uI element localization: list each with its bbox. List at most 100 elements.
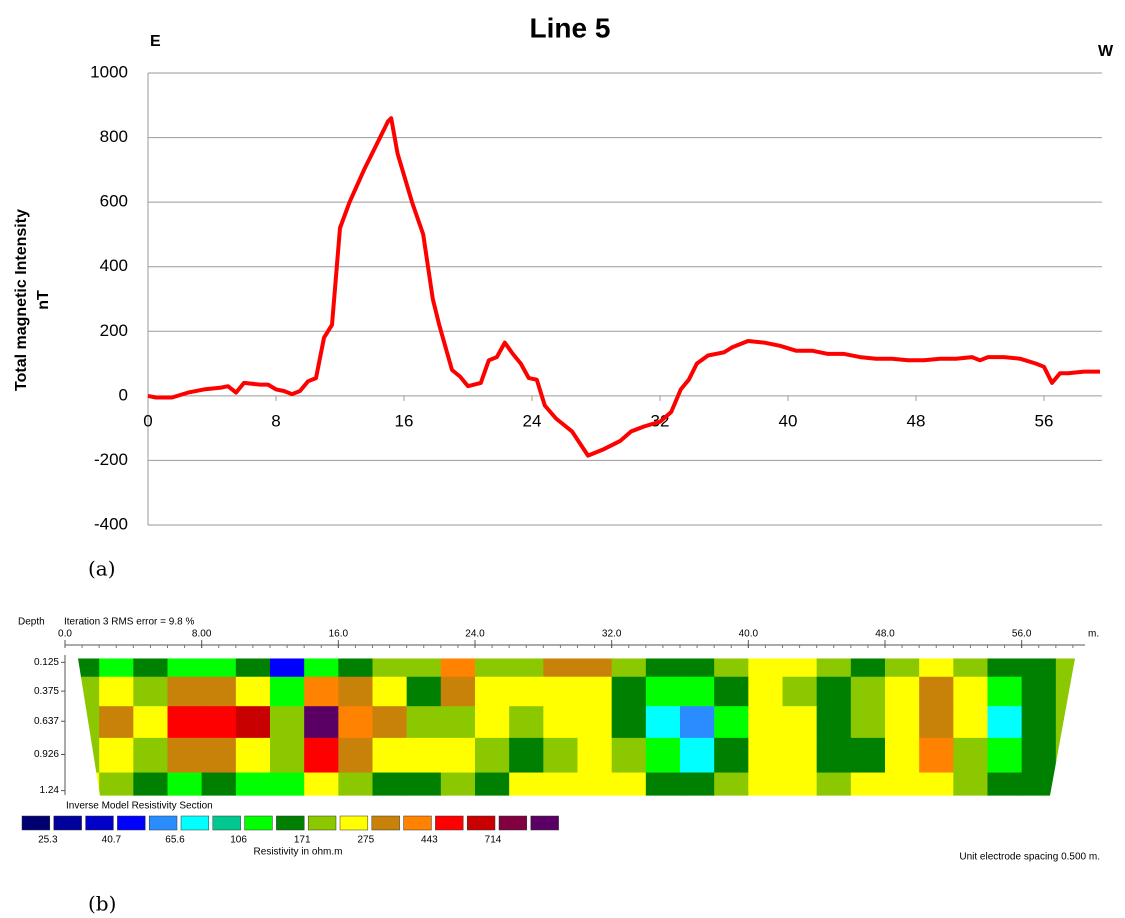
note: Unit electrode spacing 0.500 m.	[959, 852, 1100, 863]
resistivity-cell	[235, 737, 271, 774]
resistivity-cell	[99, 737, 134, 774]
y-axis-label: Total magnetic Intensity	[13, 209, 30, 391]
resistivity-cell	[201, 772, 237, 796]
resistivity-cell	[543, 772, 578, 796]
resistivity-cell	[1055, 706, 1075, 739]
resistivity-cell	[919, 706, 954, 739]
colorbar-swatch	[498, 815, 528, 831]
resistivity-cell	[167, 737, 203, 774]
colorbar-swatch	[85, 815, 114, 831]
resistivity-cell	[406, 706, 442, 739]
resistivity-cell	[99, 706, 134, 739]
resistivity-cell	[270, 658, 305, 678]
resistivity-cell	[680, 737, 715, 774]
colorbar-swatch	[339, 815, 369, 831]
colorbar-swatch	[53, 815, 82, 831]
resistivity-cell	[850, 737, 886, 774]
resistivity-cell	[953, 658, 988, 678]
colorbar-swatch	[212, 815, 241, 831]
x-tick-label: 8	[271, 411, 280, 430]
resistivity-cell	[645, 706, 681, 739]
colorbar-swatch	[530, 815, 559, 831]
y-tick-label: 0.637	[34, 716, 59, 727]
y-tick-label: 200	[100, 321, 128, 340]
resistivity-cell	[270, 676, 305, 707]
y-tick-label: 0.926	[34, 749, 59, 760]
resistivity-cell	[850, 676, 886, 707]
y-tick-label: 0	[119, 385, 128, 404]
resistivity-cell	[78, 737, 100, 774]
annotation: E	[150, 33, 161, 50]
colorbar-swatch	[276, 815, 305, 831]
y-tick-label: 1000	[90, 62, 128, 81]
resistivity-cell	[987, 772, 1023, 796]
resistivity-cell	[78, 676, 100, 707]
y-tick-label: -200	[94, 450, 128, 469]
resistivity-cell	[304, 772, 339, 796]
resistivity-cell	[201, 658, 237, 678]
resistivity-cell	[782, 706, 818, 739]
resistivity-cell	[133, 676, 168, 707]
resistivity-cell	[475, 676, 510, 707]
y-tick-label: 400	[100, 256, 128, 275]
resistivity-cell	[372, 772, 408, 796]
resistivity-cell	[748, 676, 783, 707]
resistivity-cell	[850, 658, 886, 678]
data-line	[147, 116, 1100, 458]
resistivity-cell	[611, 658, 647, 678]
resistivity-cell	[987, 706, 1023, 739]
resistivity-cell	[338, 772, 373, 796]
colorbar-tick-label: 275	[357, 835, 374, 846]
resistivity-cell	[304, 737, 339, 774]
resistivity-cell	[372, 706, 408, 739]
colorbar-tick-label: 65.6	[165, 835, 185, 846]
y-tick-label: -400	[94, 514, 128, 533]
resistivity-cell	[919, 772, 954, 796]
resistivity-cell	[543, 658, 578, 678]
y-tick-label: 0.125	[34, 657, 59, 668]
y-axis-label: nT	[35, 290, 52, 310]
panel-label: (a)	[88, 557, 116, 581]
resistivity-cell	[885, 737, 920, 774]
resistivity-cell	[680, 706, 715, 739]
colorbar-swatch	[466, 815, 496, 831]
chart-title: Line 5	[530, 12, 611, 43]
resistivity-cell	[304, 658, 339, 678]
resistivity-cell	[645, 676, 681, 707]
resistivity-cell	[440, 676, 476, 707]
resistivity-cell	[270, 737, 305, 774]
resistivity-cell	[680, 772, 715, 796]
resistivity-cell	[680, 676, 715, 707]
resistivity-cell	[475, 772, 510, 796]
resistivity-cell	[201, 676, 237, 707]
resistivity-cell	[133, 706, 168, 739]
resistivity-cell	[167, 658, 203, 678]
resistivity-cell	[133, 658, 168, 678]
resistivity-cell	[885, 676, 920, 707]
resistivity-cell	[919, 676, 954, 707]
x-tick-label: 0	[143, 411, 152, 430]
resistivity-cell	[406, 772, 442, 796]
resistivity-cell	[1021, 737, 1057, 774]
colorbar-tick-label: 106	[230, 835, 247, 846]
colorbar-swatch	[403, 815, 432, 831]
resistivity-cell	[1021, 706, 1057, 739]
colorbar-swatch	[244, 815, 273, 831]
x-tick-label: 32.0	[602, 629, 622, 640]
resistivity-cell	[406, 658, 442, 678]
resistivity-cell	[99, 676, 134, 707]
x-tick-label: 40	[779, 411, 798, 430]
resistivity-cell	[133, 737, 168, 774]
resistivity-cell	[645, 737, 681, 774]
resistivity-cell	[338, 706, 373, 739]
resistivity-cell	[816, 706, 852, 739]
resistivity-cell	[1021, 658, 1057, 678]
resistivity-cell	[440, 658, 476, 678]
resistivity-cell	[953, 737, 988, 774]
resistivity-cell	[714, 772, 749, 796]
x-tick-label: 8.00	[192, 629, 212, 640]
resistivity-cell	[440, 706, 476, 739]
resistivity-cell	[509, 658, 544, 678]
resistivity-cell	[78, 706, 100, 739]
